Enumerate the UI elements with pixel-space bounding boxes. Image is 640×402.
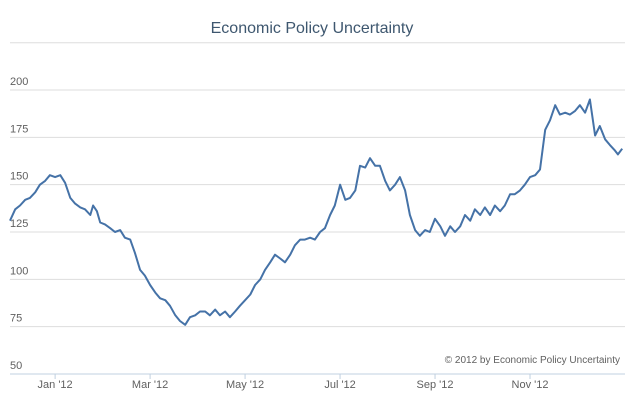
x-tick-label: Mar '12: [132, 379, 168, 391]
credit: © 2012 by Economic Policy Uncertainty: [445, 355, 620, 366]
y-tick-label: 100: [10, 265, 28, 277]
y-tick-label: 75: [10, 313, 22, 325]
y-tick-label: 50: [10, 360, 22, 372]
y-tick-label: 150: [10, 171, 28, 183]
x-tick-label: Jan '12: [38, 379, 73, 391]
y-tick-label: 175: [10, 123, 28, 135]
chart-title: Economic Policy Uncertainty: [211, 20, 414, 37]
line: [9, 98, 623, 326]
y-tick-label: 200: [10, 76, 28, 88]
y-tick-label: 125: [10, 218, 28, 230]
x-tick-label: Sep '12: [417, 379, 454, 391]
x-tick-label: May '12: [226, 379, 264, 391]
x-tick-label: Nov '12: [512, 379, 549, 391]
x-tick-label: Jul '12: [324, 379, 355, 391]
